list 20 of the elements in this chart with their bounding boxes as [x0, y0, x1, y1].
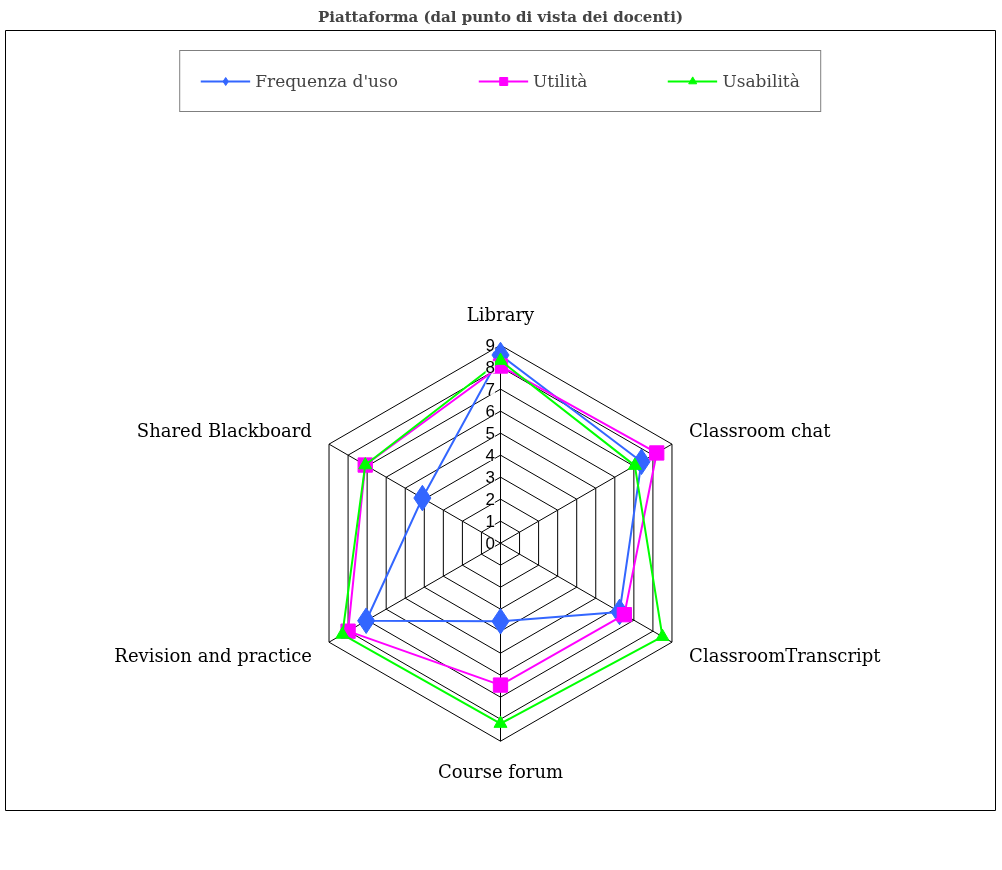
- chart-title: Piattaforma (dal punto di vista dei docenti): [317, 7, 684, 26]
- legend-label: Frequenza d'uso: [255, 71, 398, 91]
- spoke-label: Library: [466, 304, 535, 326]
- y-tick-label: 9: [485, 336, 496, 356]
- y-tick-label: 5: [485, 424, 496, 444]
- spoke-label: Classroom chat: [689, 420, 832, 442]
- spoke-label: ClassroomTranscript: [689, 644, 882, 666]
- y-tick-label: 3: [485, 468, 496, 488]
- spoke-label: Shared Blackboard: [136, 420, 312, 442]
- y-tick-label: 4: [485, 446, 496, 466]
- legend-label: Utilità: [533, 71, 588, 91]
- y-tick-label: 2: [485, 490, 496, 510]
- spoke-label: Course forum: [437, 760, 564, 782]
- y-tick-label: 8: [485, 358, 496, 378]
- spoke-label: Revision and practice: [114, 644, 312, 666]
- y-tick-label: 1: [485, 512, 496, 532]
- y-tick-label: 6: [485, 402, 496, 422]
- legend-label: Usabilità: [722, 71, 800, 91]
- y-tick-label: 7: [485, 380, 496, 400]
- y-tick-label: 0: [485, 534, 496, 554]
